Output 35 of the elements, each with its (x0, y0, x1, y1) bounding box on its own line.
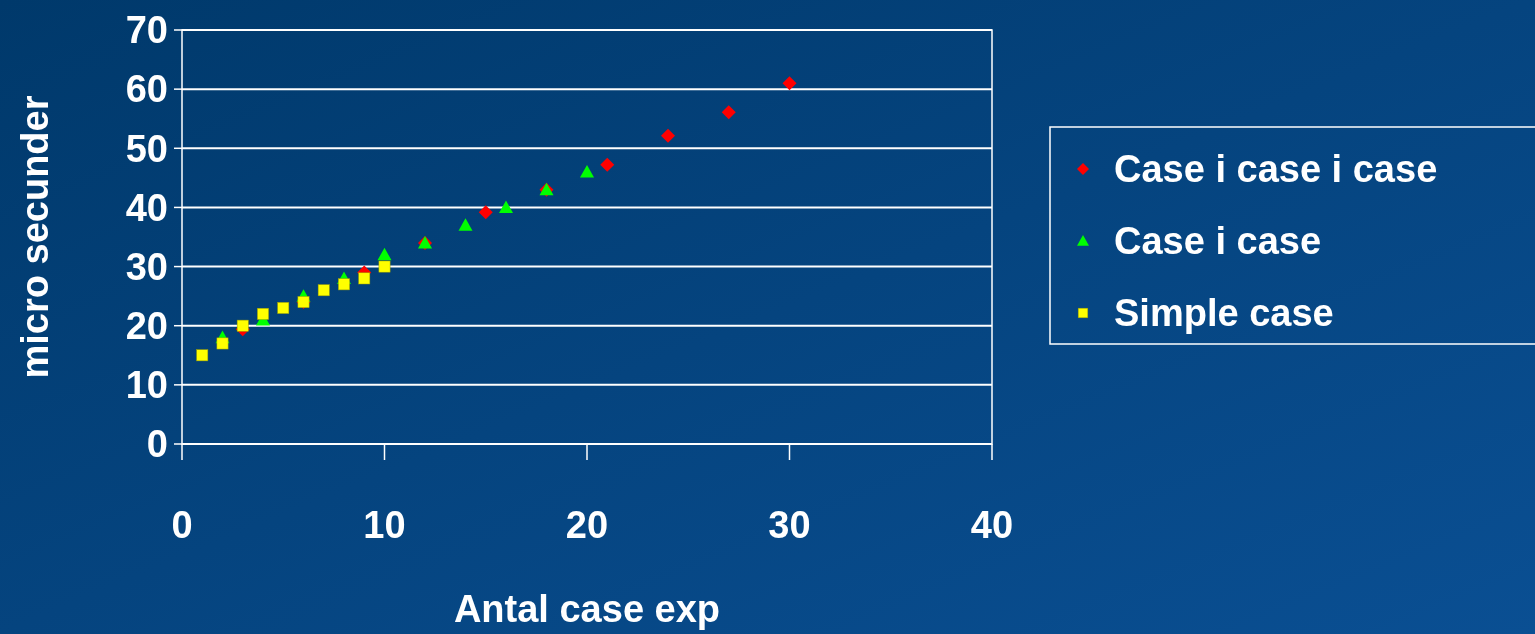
point (661, 128, 675, 143)
y-tick-label: 60 (125, 68, 168, 111)
point (458, 218, 473, 231)
point (721, 105, 736, 120)
x-tick-label: 40 (970, 504, 1014, 546)
point (358, 272, 371, 285)
point (378, 260, 391, 273)
point (782, 76, 797, 91)
point (338, 278, 350, 291)
x-axis-title: Antal case exp (453, 588, 721, 630)
point (580, 164, 594, 178)
y-tick-label: 70 (125, 9, 168, 52)
point (377, 247, 392, 261)
point (257, 308, 269, 320)
point (236, 319, 249, 332)
point (478, 205, 493, 220)
x-tick-label: 30 (768, 504, 811, 546)
y-tick-label: 40 (125, 186, 168, 229)
y-tick-label: 10 (125, 364, 168, 407)
y-tick-label: 30 (125, 245, 168, 288)
point (277, 302, 290, 314)
legend-label: Case i case (1114, 220, 1322, 263)
y-tick-label: 0 (146, 423, 168, 466)
point (317, 284, 330, 297)
legend-label: Simple case (1114, 292, 1334, 335)
point (499, 200, 513, 214)
point (216, 337, 229, 350)
x-tick-label: 20 (565, 504, 609, 546)
y-tick-label: 50 (125, 127, 168, 170)
y-tick-label: 20 (125, 305, 168, 348)
point (600, 157, 615, 172)
legend-label: Case i case i case (1114, 148, 1438, 191)
x-tick-label: 10 (363, 504, 406, 546)
y-axis-title: micro secunder (14, 95, 56, 379)
point (196, 349, 209, 362)
